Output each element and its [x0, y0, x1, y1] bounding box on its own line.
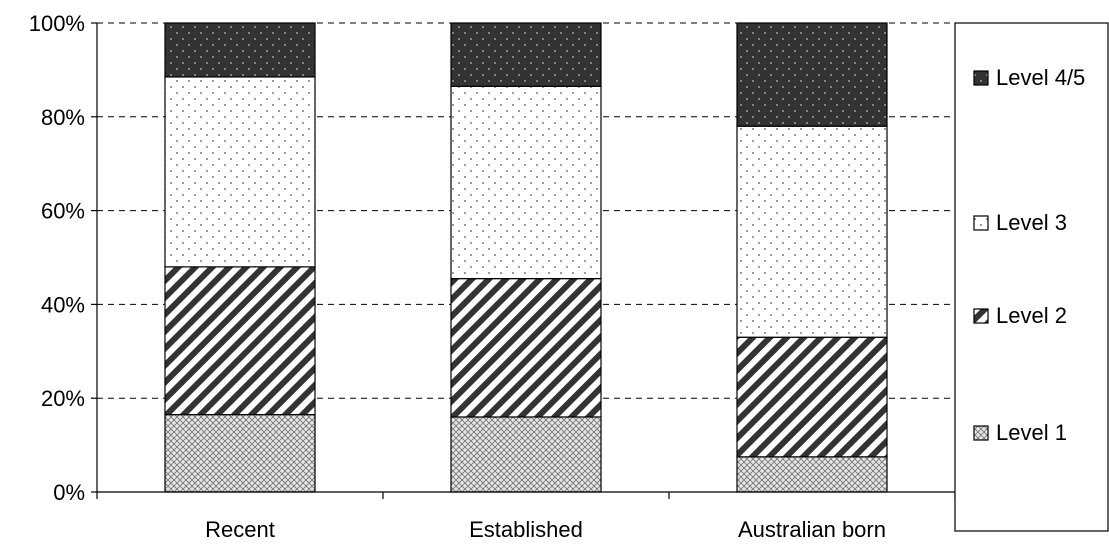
bar-segment-level-3: [736, 125, 888, 338]
bar-segment-level-2: [164, 266, 316, 416]
bar-segment-level-4-5: [736, 22, 888, 127]
legend-swatch-level-4-5: [973, 70, 989, 86]
bar-segment-level-1: [736, 456, 888, 493]
y-tick-label: 60%: [41, 199, 85, 224]
bar-segment-level-3: [450, 85, 602, 280]
bar-segment-level-1: [164, 414, 316, 493]
legend-swatch-level-1: [973, 425, 989, 441]
bar-segment-level-2: [450, 278, 602, 418]
y-tick-label: 40%: [41, 292, 85, 317]
category-label: Established: [469, 517, 583, 542]
legend: Level 4/5 Level 3 Level 2 Level 1: [954, 22, 1109, 532]
category-label: Recent: [205, 517, 275, 542]
axes: Recent Established Australian born 0% 20% 40%…: [29, 11, 956, 542]
bar-segment-level-2: [736, 336, 888, 458]
y-tick-label: 0%: [53, 480, 85, 505]
legend-label-level-2: Level 2: [996, 303, 1067, 328]
y-tick-label: 20%: [41, 386, 85, 411]
bar-segment-level-4-5: [450, 22, 602, 87]
legend-box: [954, 22, 1109, 532]
y-tick-label: 80%: [41, 105, 85, 130]
category-label: Australian born: [738, 517, 886, 542]
bar-segment-level-3: [164, 76, 316, 268]
legend-swatch-level-3: [973, 215, 989, 231]
legend-label-level-1: Level 1: [996, 420, 1067, 445]
bars: [164, 22, 888, 493]
legend-label-level-3: Level 3: [996, 210, 1067, 235]
bar-segment-level-4-5: [164, 22, 316, 78]
legend-label-level-4-5: Level 4/5: [996, 65, 1085, 90]
legend-swatch-level-2: [973, 308, 989, 324]
y-tick-label: 100%: [29, 11, 85, 36]
bar-segment-level-1: [450, 416, 602, 493]
